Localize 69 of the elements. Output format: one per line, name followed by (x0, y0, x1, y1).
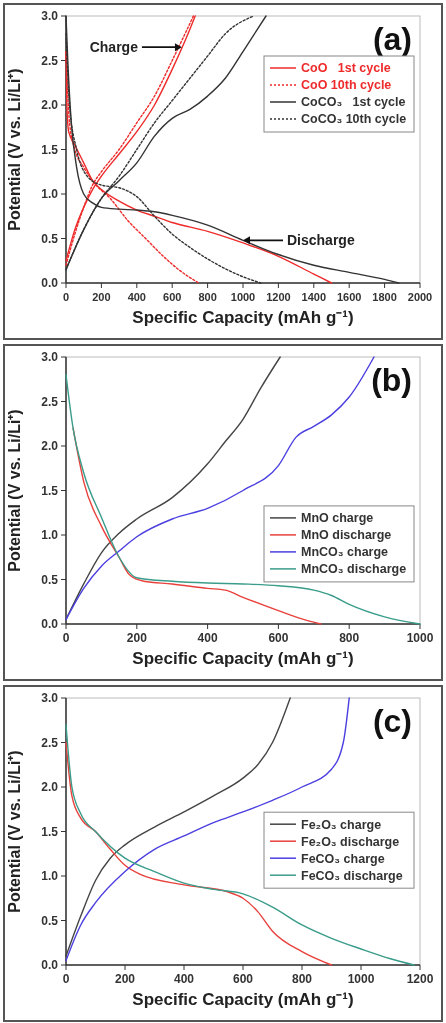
y-tick-label: 0.0 (41, 617, 59, 632)
annotation: Discharge (287, 232, 355, 249)
annotation: (b) (371, 362, 412, 398)
y-axis-title: Potential (V vs. Li/Li⁺) (6, 750, 23, 913)
x-tick-label: 1000 (347, 972, 375, 986)
annotation: Charge (89, 39, 139, 56)
legend-label: Fe₂O₃ charge (301, 817, 382, 832)
legend-label: MnO discharge (301, 528, 392, 543)
x-tick-label: 600 (232, 972, 254, 986)
y-tick-label: 3.0 (41, 9, 59, 24)
x-tick-label: 1000 (230, 291, 256, 303)
y-tick-label: 1.0 (41, 528, 59, 543)
legend-label: CoO 10th cycle (301, 78, 392, 93)
x-tick-label: 600 (268, 631, 289, 645)
x-tick-label: 400 (127, 291, 146, 303)
annotation: (a) (372, 21, 412, 57)
y-axis-title: Potential (V vs. Li/Li⁺) (6, 68, 23, 231)
x-tick-label: 400 (173, 972, 195, 986)
x-tick-label: 800 (339, 631, 360, 645)
legend-label: Fe₂O₃ discharge (301, 834, 400, 849)
legend-label: FeCO₃ discharge (301, 868, 403, 883)
y-tick-label: 0.5 (41, 913, 59, 928)
x-tick-label: 800 (291, 972, 313, 986)
legend-label: CoO 1st cycle (301, 61, 391, 76)
legend-label: FeCO₃ charge (301, 851, 385, 866)
x-tick-label: 200 (92, 291, 111, 303)
y-tick-label: 2.0 (41, 98, 59, 113)
x-tick-label: 200 (126, 631, 148, 645)
x-tick-label: 200 (114, 972, 136, 986)
y-tick-label: 2.5 (41, 735, 59, 750)
x-tick-label: 1800 (372, 291, 397, 303)
line-series (65, 697, 291, 957)
y-axis-title: Potential (V vs. Li/Li⁺) (6, 409, 23, 572)
x-tick-label: 1600 (336, 291, 362, 303)
x-tick-label: 1400 (301, 291, 327, 303)
x-tick-label: 2000 (407, 291, 433, 303)
x-tick-label: 1200 (266, 291, 291, 303)
x-axis-title: Specific Capacity (mAh g⁻¹) (132, 990, 354, 1009)
x-axis-title: Specific Capacity (mAh g⁻¹) (132, 649, 354, 668)
x-axis-title: Specific Capacity (mAh g⁻¹) (132, 308, 354, 327)
annotation: (c) (372, 703, 412, 739)
legend-label: CoCO₃ 10th cycle (301, 112, 407, 127)
y-tick-label: 1.0 (41, 869, 59, 884)
y-tick-label: 1.5 (41, 824, 59, 839)
y-tick-label: 1.5 (41, 142, 59, 157)
y-tick-label: 1.5 (41, 483, 59, 498)
x-tick-label: 0 (62, 631, 70, 645)
y-tick-label: 3.0 (41, 691, 59, 706)
x-tick-label: 0 (62, 291, 70, 303)
x-tick-label: 400 (197, 631, 218, 645)
legend-label: CoCO₃ 1st cycle (301, 95, 406, 110)
x-tick-label: 0 (62, 972, 70, 986)
x-tick-label: 600 (163, 291, 182, 303)
x-tick-label: 1200 (406, 972, 434, 986)
legend-label: MnO charge (301, 511, 374, 526)
y-tick-label: 0.5 (41, 231, 59, 246)
y-tick-label: 2.5 (41, 53, 59, 68)
y-tick-label: 3.0 (41, 350, 59, 365)
y-tick-label: 0.0 (41, 958, 59, 973)
y-tick-label: 2.0 (41, 780, 59, 795)
legend-label: MnCO₃ charge (301, 545, 389, 560)
y-tick-label: 0.5 (41, 572, 59, 587)
y-tick-label: 1.0 (41, 187, 59, 202)
x-tick-label: 1000 (406, 631, 434, 645)
y-tick-label: 2.5 (41, 394, 59, 409)
x-tick-label: 800 (198, 291, 217, 303)
y-tick-label: 2.0 (41, 439, 59, 454)
y-tick-label: 0.0 (41, 276, 59, 291)
legend-label: MnCO₃ discharge (301, 562, 407, 577)
